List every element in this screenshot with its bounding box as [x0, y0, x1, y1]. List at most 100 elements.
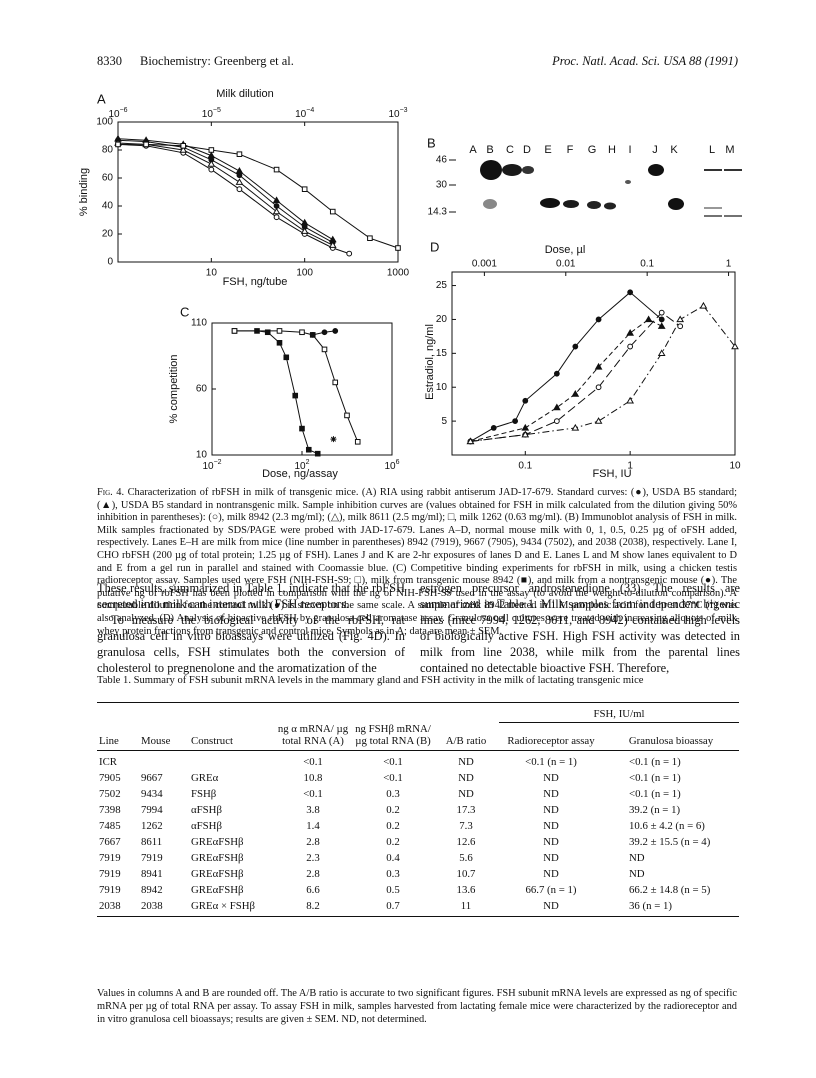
table-cell: 2038	[97, 897, 139, 917]
top-x-tick-label-exponent: −5	[213, 107, 221, 114]
data-point	[626, 396, 635, 404]
data-point	[490, 424, 497, 431]
table-cell: <0.1	[383, 771, 403, 784]
data-point	[328, 235, 337, 243]
table-cell: 39.2 ± 15.5 (n = 4)	[629, 835, 711, 848]
top-x-tick-label-base: 10	[295, 109, 307, 120]
data-point	[595, 316, 602, 323]
lane-label: C	[506, 144, 514, 156]
data-point	[276, 328, 283, 334]
table-cell: ND	[543, 771, 559, 784]
x-tick-label: 10	[206, 268, 218, 279]
table-row: 7919 8941 GREαFSHβ 2.8 0.3 10.7 ND ND	[97, 866, 739, 882]
table-row: ICR <0.1 <0.1 ND <0.1 (n = 1) <0.1 (n = 1)	[97, 750, 739, 770]
curve	[117, 143, 350, 255]
data-point	[305, 446, 312, 453]
data-point	[332, 328, 339, 334]
plot-frame	[117, 121, 399, 263]
data-point	[143, 141, 149, 148]
data-point	[231, 328, 238, 334]
top-x-tick-label-exponent: −3	[400, 107, 408, 114]
data-point	[521, 430, 530, 438]
figure-caption: Fig. 4. Characterization of rbFSH in mil…	[97, 487, 737, 638]
table-cell: 39.2 (n = 1)	[629, 803, 681, 816]
data-point	[292, 392, 299, 399]
x-tick-label-exponent: 2	[306, 459, 310, 466]
body-column-left: These results, summarized in Table 1, in…	[97, 580, 405, 676]
data-point	[332, 379, 339, 386]
y-tick-label: 5	[441, 416, 447, 427]
lane-label: A	[469, 144, 477, 156]
top-x-tick-label: 10−6	[108, 107, 127, 120]
paragraph: estrogen precursor androstenedione (33).…	[420, 581, 740, 675]
table-cell: <0.1	[303, 787, 323, 800]
curve	[117, 138, 334, 241]
plot-frame	[211, 322, 393, 456]
data-point	[329, 208, 336, 215]
data-point	[594, 362, 603, 370]
x-tick-label-base: 10	[202, 461, 214, 472]
curve	[470, 291, 663, 442]
table-row: 7398 7994 αFSHβ 3.8 0.2 17.3 ND 39.2 (n = 1)	[97, 802, 739, 818]
x-axis-label: FSH, ng/tube	[223, 276, 288, 288]
band	[480, 160, 502, 180]
table-cell	[189, 750, 273, 770]
y-axis-label: % competition	[168, 354, 180, 423]
table-cell: 10.7	[456, 867, 476, 880]
table-row: 7919 8942 GREαFSHβ 6.6 0.5 13.6 66.7 (n = 1) 66…	[97, 882, 739, 898]
x-tick-label-exponent: 6	[396, 459, 400, 466]
table-cell: 13.6	[456, 883, 476, 896]
table-cell: GREαFSHβ	[191, 867, 244, 880]
curve	[117, 142, 333, 246]
x-tick-label: 102	[294, 459, 309, 472]
data-point	[301, 186, 308, 192]
top-x-tick-label-base: 10	[108, 109, 120, 120]
band	[540, 198, 560, 208]
column-header: ng FSHβ mRNA/ µg total RNA (B)	[353, 722, 433, 751]
table-cell: 7667	[99, 835, 121, 848]
table-cell: 0.3	[386, 787, 400, 800]
table-cell: <0.1	[303, 755, 323, 768]
table-cell: 2.8	[306, 867, 320, 880]
data-point	[276, 340, 283, 346]
y-tick-label: 25	[436, 280, 448, 291]
table-cell: 17.3	[456, 803, 476, 816]
top-x-tick-label-exponent: −6	[120, 107, 128, 114]
data-point	[553, 370, 560, 377]
data-point	[330, 436, 337, 443]
top-axis-label: Milk dilution	[216, 88, 273, 100]
data-point	[309, 331, 316, 338]
table-title: Table 1. Summary of FSH subunit mRNA lev…	[97, 675, 644, 686]
table-footnote: Values in columns A and B are rounded of…	[97, 988, 737, 1025]
table-cell: 1.4	[306, 819, 320, 832]
column-header: Line	[97, 722, 139, 751]
top-x-tick-label-exponent: −4	[306, 107, 314, 114]
table-cell: ND	[629, 867, 645, 880]
data-point	[512, 418, 519, 425]
curve	[117, 139, 334, 243]
page-number: 8330	[97, 54, 122, 68]
top-x-tick-label: 0.1	[640, 259, 654, 270]
data-point	[272, 207, 281, 215]
data-point	[677, 323, 684, 330]
data-point	[676, 315, 685, 323]
x-tick-label: 106	[384, 459, 399, 472]
data-point	[299, 425, 305, 432]
panel-label: C	[180, 304, 189, 319]
lane-label: H	[608, 144, 616, 156]
lane-label: I	[628, 144, 631, 156]
data-point	[367, 235, 373, 241]
table-cell: GREαFSHβ	[191, 835, 244, 848]
table-cell: ND	[458, 787, 474, 800]
data-point	[328, 241, 337, 248]
table-cell: 7919	[99, 883, 121, 896]
data-point	[179, 145, 188, 153]
x-tick-label: 1	[627, 461, 633, 472]
table-cell: ND	[458, 755, 474, 768]
data-point	[314, 450, 321, 457]
table-cell: ND	[543, 787, 559, 800]
table-cell: 2.3	[306, 851, 320, 864]
lane-label: G	[588, 144, 597, 156]
